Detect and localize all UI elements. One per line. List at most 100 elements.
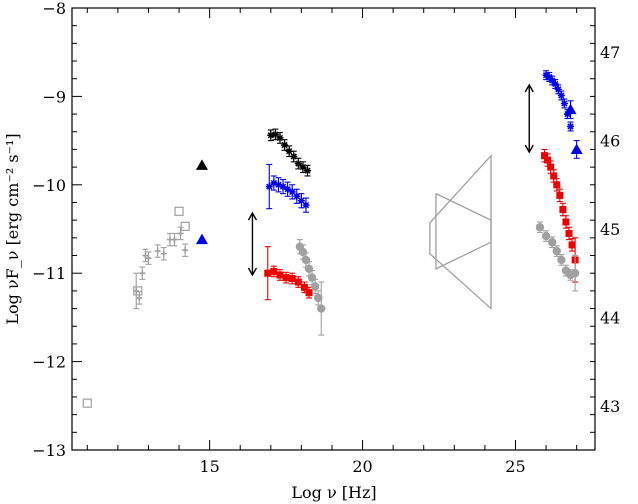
data-point-square: [264, 269, 272, 277]
data-point-star: [284, 185, 292, 193]
data-point-star: [551, 80, 559, 88]
data-point-square: [544, 156, 552, 164]
data-point-triangle: [564, 103, 577, 115]
data-point-cross: [154, 248, 161, 255]
data-point-circle: [298, 247, 308, 257]
data-point-star: [557, 92, 565, 100]
y2-tick-label: 44: [600, 308, 620, 327]
data-point-star: [267, 131, 275, 139]
x-tick-label: 15: [199, 457, 219, 476]
data-point-square: [553, 181, 561, 189]
data-point-star: [290, 153, 298, 161]
data-point-triangle: [195, 159, 208, 170]
data-point-circle: [570, 269, 580, 278]
data-point-star: [304, 167, 312, 175]
data-point-square: [559, 206, 567, 214]
data-point-star: [294, 160, 302, 168]
data-point-square: [305, 289, 313, 297]
data-point-open-square: [82, 398, 92, 408]
arrow-head-down: [247, 267, 258, 277]
y2-tick-label: 47: [600, 43, 620, 62]
data-point-square: [294, 278, 302, 286]
data-point-circle: [317, 304, 326, 313]
data-point-square: [568, 241, 576, 249]
data-point-open-square: [180, 221, 190, 231]
y-tick-label: −13: [32, 441, 66, 460]
variability-arrows: [247, 83, 534, 277]
data-point-circle: [535, 223, 545, 232]
data-point-triangle: [195, 233, 208, 245]
data-point-circle: [314, 293, 323, 303]
data-point-open-square: [174, 206, 184, 216]
gamma-ray-bowtie: [429, 153, 492, 311]
data-point-cross: [160, 250, 167, 257]
x-tick-label: 20: [352, 457, 372, 476]
plot-area-border: [71, 7, 596, 451]
data-point-star: [554, 85, 562, 93]
data-point-square: [562, 218, 570, 226]
data-point-star: [270, 179, 278, 187]
y2-tick-label: 45: [600, 220, 620, 239]
bowtie-outline: [435, 193, 492, 270]
y2-tick-label: 43: [600, 397, 620, 416]
axis-ticks: [72, 7, 595, 451]
data-point-open-square: [133, 286, 143, 296]
data-point-star: [542, 71, 550, 79]
y-tick-label: −11: [32, 264, 66, 283]
data-point-cross: [139, 270, 146, 277]
data-point-square: [556, 191, 564, 199]
data-point-square: [550, 172, 558, 180]
data-point-star: [285, 147, 293, 155]
data-point-star: [299, 163, 307, 171]
bowtie-outline: [429, 153, 492, 311]
data-point-triangle: [570, 143, 583, 154]
data-point-cross: [182, 247, 189, 254]
y-axis-label: Log νF_ν [erg cm⁻² s⁻¹]: [3, 133, 22, 324]
plot-frame: [71, 7, 596, 451]
data-point-square: [276, 271, 284, 279]
data-point-square: [282, 274, 290, 282]
arrow-head-up: [524, 83, 534, 93]
data-point-square: [547, 163, 555, 171]
data-point-square: [300, 283, 308, 291]
data-point-square: [288, 275, 296, 283]
data-point-star: [281, 141, 289, 149]
data-point-star: [288, 188, 296, 196]
tick-labels: 15 20 25 −13 −12 −11 −10 −9 −8 43 44 45 46 47: [32, 0, 620, 476]
data-point-star: [545, 73, 553, 81]
data-point-cross: [177, 230, 184, 237]
data-point-star: [271, 130, 279, 138]
data-point-star: [265, 183, 273, 191]
data-point-star: [302, 201, 310, 209]
y-tick-label: −12: [32, 353, 66, 372]
data-point-cross: [171, 236, 178, 243]
data-point-circle: [552, 246, 561, 256]
data-point-circle: [557, 255, 566, 265]
data-point-star: [276, 134, 284, 142]
data-points: [82, 70, 583, 408]
data-point-star: [293, 192, 301, 200]
data-point-square: [541, 152, 549, 160]
y-tick-label: −9: [42, 87, 66, 106]
data-point-cross: [136, 294, 143, 301]
x-axis-label: Log ν [Hz]: [291, 483, 376, 502]
data-point-star: [279, 183, 287, 191]
y-tick-label: −8: [42, 0, 66, 18]
data-point-star: [548, 76, 556, 84]
y2-tick-label: 46: [600, 132, 620, 151]
x-tick-label: 25: [505, 457, 525, 476]
y-tick-label: −10: [32, 176, 66, 195]
data-point-circle: [310, 282, 320, 291]
data-point-star: [297, 197, 305, 205]
arrow-head-up: [247, 211, 258, 221]
arrow-head-down: [524, 144, 534, 154]
data-point-circle: [541, 231, 551, 241]
data-point-circle: [547, 238, 557, 247]
data-point-square: [270, 267, 278, 275]
data-point-square: [565, 229, 573, 237]
data-point-cross: [145, 255, 152, 262]
data-point-star: [560, 99, 568, 107]
data-point-cross: [142, 252, 149, 259]
data-point-star: [567, 122, 575, 130]
